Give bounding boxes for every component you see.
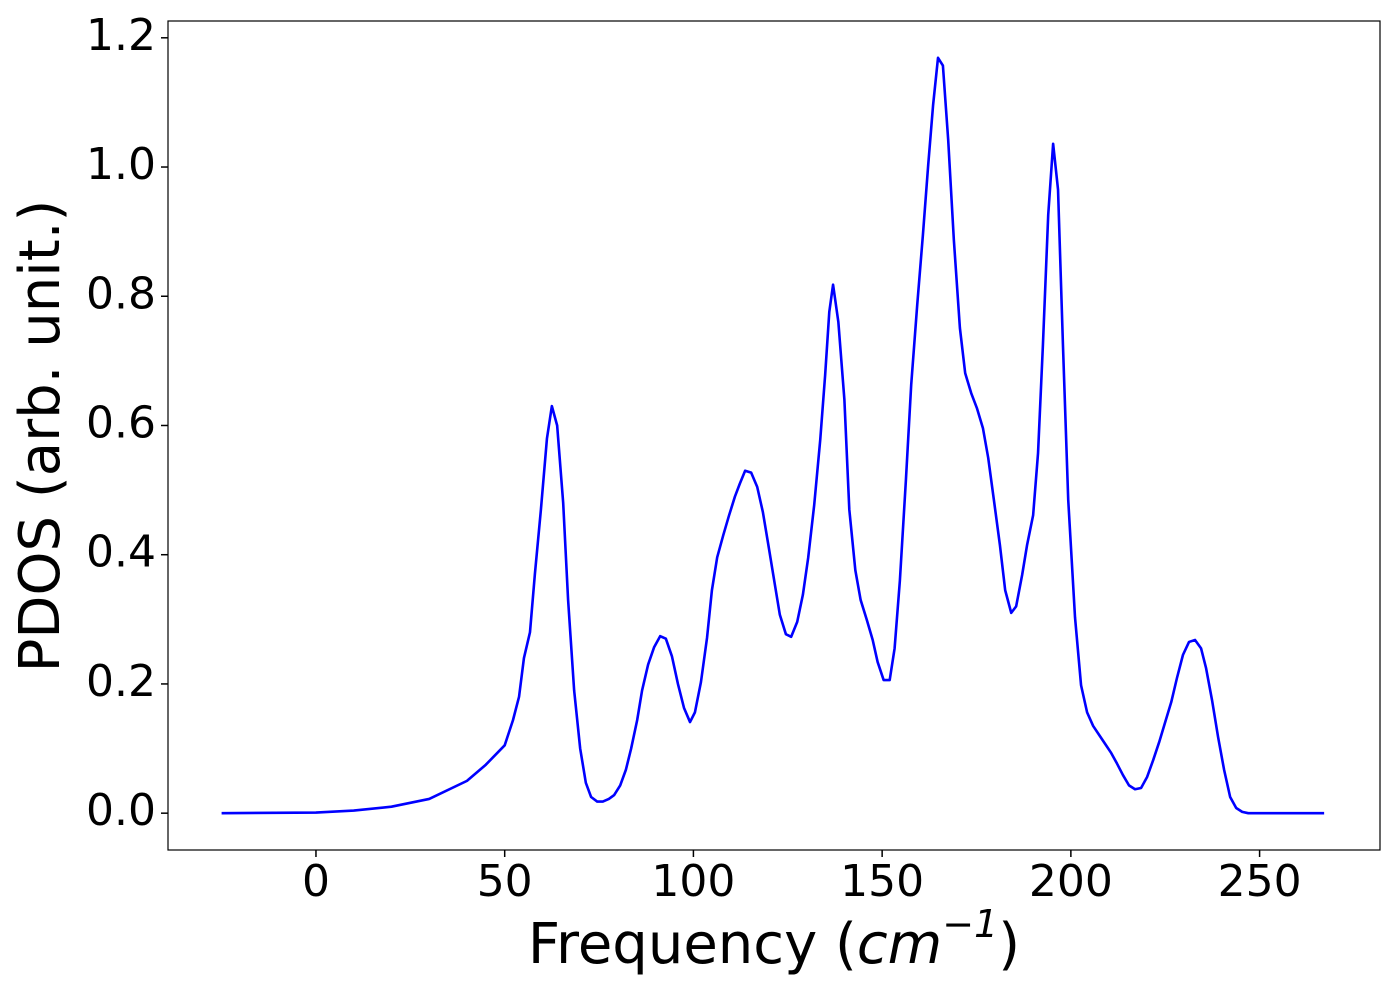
- x-tick-label: 0: [302, 856, 330, 907]
- y-tick-label: 0.4: [86, 527, 156, 578]
- x-tick-label: 50: [477, 856, 533, 907]
- x-axis-label: Frequency (cm−1): [528, 902, 1020, 978]
- x-label-unit: cm: [857, 912, 942, 977]
- plot-frame: [167, 20, 1381, 851]
- y-tick-label: 0.6: [86, 397, 156, 448]
- x-tick-label: 250: [1218, 856, 1302, 907]
- y-tick-label: 0.0: [86, 785, 156, 836]
- y-tick-label: 0.8: [86, 268, 156, 319]
- x-label-close: ): [998, 912, 1020, 977]
- y-tick-label: 1.0: [86, 139, 156, 190]
- x-label-text: Frequency (: [528, 912, 857, 977]
- x-label-exponent: −1: [942, 902, 998, 946]
- pdos-line: [221, 56, 1325, 815]
- y-tick-label: 0.2: [86, 656, 156, 707]
- x-tick-label: 150: [840, 856, 924, 907]
- x-tick-label: 100: [651, 856, 735, 907]
- x-tick-label: 200: [1029, 856, 1113, 907]
- y-axis-label: PDOS (arb. unit.): [8, 200, 73, 673]
- y-tick-label: 1.2: [86, 10, 156, 61]
